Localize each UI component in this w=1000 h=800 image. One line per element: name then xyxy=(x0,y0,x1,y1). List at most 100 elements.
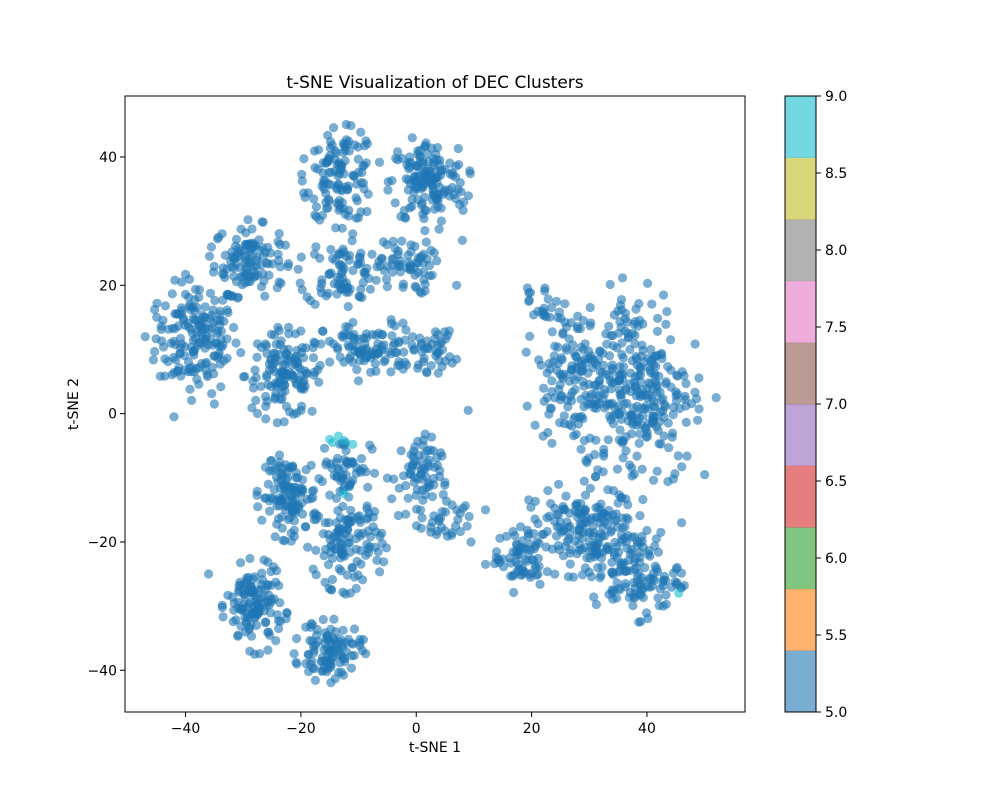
scatter-point xyxy=(367,329,378,340)
colorbar-tick-label: 6.5 xyxy=(825,474,847,490)
x-tick-label: 20 xyxy=(523,721,541,737)
scatter-point xyxy=(569,431,579,441)
scatter-point xyxy=(609,550,620,561)
scatter-point xyxy=(272,283,282,293)
scatter-point xyxy=(290,329,300,339)
scatter-point xyxy=(542,567,552,577)
scatter-point xyxy=(278,535,288,545)
scatter-point xyxy=(544,358,555,369)
scatter-point xyxy=(539,383,549,393)
scatter-point xyxy=(398,318,408,328)
scatter-point xyxy=(440,327,450,337)
scatter-point xyxy=(602,339,612,349)
scatter-point xyxy=(525,288,536,298)
scatter-point xyxy=(245,646,255,656)
x-tick-label: 0 xyxy=(412,721,421,737)
scatter-point xyxy=(279,344,289,354)
scatter-point xyxy=(250,365,260,375)
scatter-point xyxy=(563,402,573,412)
scatter-point xyxy=(344,255,354,265)
scatter-point xyxy=(396,446,406,456)
scatter-point xyxy=(283,259,294,269)
scatter-point xyxy=(308,353,319,363)
scatter-point xyxy=(284,322,294,332)
scatter-point xyxy=(160,301,170,311)
scatter-point xyxy=(246,581,256,592)
scatter-point xyxy=(301,343,311,353)
scatter-point xyxy=(308,493,318,503)
scatter-point xyxy=(617,338,627,348)
scatter-point xyxy=(344,211,354,221)
scatter-point xyxy=(260,291,270,301)
scatter-point xyxy=(269,330,279,340)
scatter-point xyxy=(271,463,281,473)
scatter-point xyxy=(331,627,341,637)
scatter-point xyxy=(343,302,353,312)
scatter-point xyxy=(658,290,669,300)
scatter-point xyxy=(344,146,354,156)
scatter-point xyxy=(390,347,400,358)
scatter-point xyxy=(259,555,269,565)
scatter-point xyxy=(236,272,246,282)
scatter-point xyxy=(617,273,628,283)
scatter-point xyxy=(596,570,606,580)
scatter-point xyxy=(201,331,211,341)
scatter-point xyxy=(279,367,290,377)
scatter-point xyxy=(552,509,562,519)
scatter-point xyxy=(437,345,448,355)
scatter-point xyxy=(292,633,302,644)
scatter-point xyxy=(156,321,166,331)
scatter-point xyxy=(635,510,645,521)
scatter-point xyxy=(677,367,687,377)
colorbar-tick-label: 7.0 xyxy=(825,397,847,413)
scatter-point xyxy=(671,391,681,401)
scatter-point xyxy=(432,453,442,463)
scatter-point xyxy=(227,247,237,257)
scatter-point xyxy=(346,638,357,648)
scatter-point xyxy=(410,281,420,291)
scatter-point xyxy=(323,560,334,570)
scatter-point xyxy=(263,645,273,655)
scatter-point xyxy=(554,307,565,317)
y-axis-ticks: −40 −20 0 20 40 xyxy=(87,150,125,679)
scatter-point xyxy=(428,446,438,456)
scatter-point xyxy=(325,137,336,147)
scatter-point xyxy=(317,279,327,289)
scatter-point xyxy=(447,500,457,510)
scatter-point xyxy=(325,357,335,367)
scatter-point xyxy=(277,463,287,473)
scatter-point xyxy=(275,262,285,272)
scatter-point xyxy=(150,304,160,315)
scatter-point xyxy=(547,302,557,313)
scatter-point xyxy=(371,275,381,285)
scatter-point xyxy=(320,518,330,528)
scatter-point xyxy=(649,401,659,411)
scatter-point xyxy=(200,302,210,312)
scatter-point xyxy=(400,212,410,222)
scatter-point xyxy=(399,347,409,357)
scatter-point xyxy=(437,507,447,517)
scatter-point xyxy=(291,468,301,478)
scatter-point xyxy=(260,247,270,257)
scatter-point xyxy=(412,258,422,268)
scatter-point xyxy=(272,418,282,428)
data-points xyxy=(140,119,721,688)
scatter-point xyxy=(327,574,337,585)
scatter-point xyxy=(405,162,415,172)
scatter-point xyxy=(524,569,535,580)
scatter-point xyxy=(271,339,281,349)
scatter-point xyxy=(173,321,183,331)
scatter-point xyxy=(656,527,666,538)
scatter-point xyxy=(242,608,252,619)
scatter-point xyxy=(264,590,274,600)
scatter-point xyxy=(269,485,279,495)
scatter-point xyxy=(651,422,662,432)
scatter-point xyxy=(370,359,380,369)
scatter-point xyxy=(339,329,349,339)
scatter-point xyxy=(463,191,473,201)
scatter-point xyxy=(363,482,373,492)
scatter-point xyxy=(344,136,354,146)
scatter-point xyxy=(231,615,241,625)
scatter-point xyxy=(612,593,622,603)
scatter-point xyxy=(553,541,563,551)
